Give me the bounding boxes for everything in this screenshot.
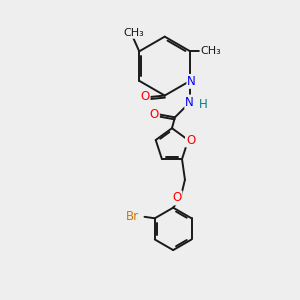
Text: H: H bbox=[199, 98, 207, 111]
Text: N: N bbox=[187, 75, 196, 88]
Text: Br: Br bbox=[125, 210, 139, 223]
Text: O: O bbox=[186, 134, 195, 146]
Text: O: O bbox=[140, 91, 150, 103]
Text: O: O bbox=[172, 191, 182, 205]
Text: CH₃: CH₃ bbox=[200, 46, 221, 56]
Text: O: O bbox=[150, 108, 159, 121]
Text: CH₃: CH₃ bbox=[123, 28, 144, 38]
Text: N: N bbox=[185, 95, 194, 109]
